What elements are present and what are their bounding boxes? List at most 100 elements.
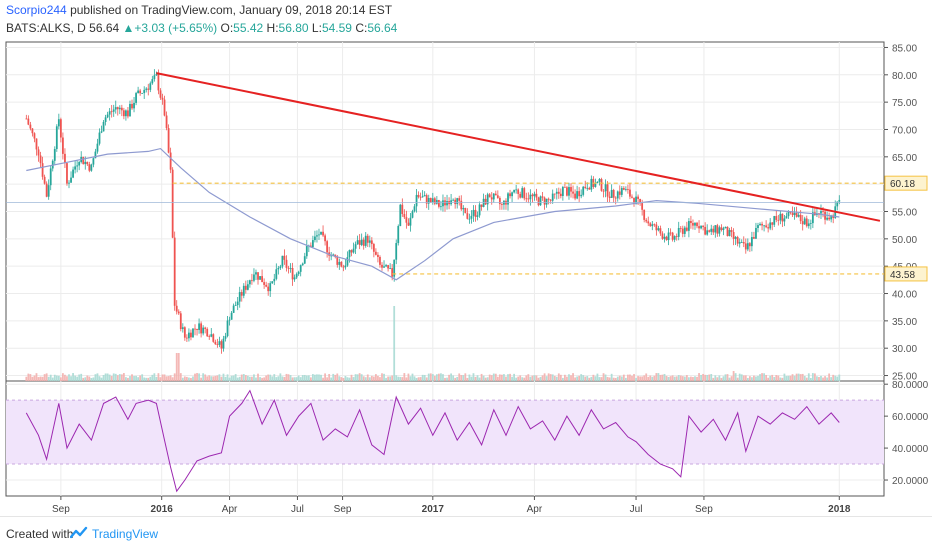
- volume-bar: [586, 376, 589, 381]
- volume-bar: [690, 376, 692, 381]
- candle-body: [88, 164, 91, 171]
- volume-bar: [127, 377, 129, 381]
- candle-body: [133, 102, 135, 109]
- author-link[interactable]: Scorpio244: [6, 3, 67, 17]
- volume-bar: [816, 376, 818, 381]
- candle-body: [196, 328, 198, 330]
- candle-body: [716, 225, 719, 234]
- candle-body: [610, 189, 613, 198]
- up-arrow-icon: ▲: [122, 21, 135, 35]
- candle-body: [720, 227, 723, 230]
- volume-bar: [194, 373, 196, 381]
- volume-bar: [391, 375, 394, 381]
- candle-body: [525, 198, 528, 200]
- candle-body: [165, 115, 168, 129]
- candle-body: [348, 250, 351, 258]
- candle-body: [303, 256, 306, 264]
- volume-bar: [116, 375, 119, 381]
- volume-bar: [324, 373, 326, 381]
- volume-bar: [41, 376, 44, 381]
- close-label: C:: [355, 21, 368, 35]
- volume-bar: [295, 377, 298, 381]
- volume-bar: [529, 376, 532, 381]
- candle-body: [293, 277, 296, 280]
- candle-body: [338, 261, 341, 265]
- candle-body: [299, 265, 302, 272]
- volume-bar: [561, 377, 564, 381]
- volume-bar: [783, 373, 786, 381]
- volume-bar: [704, 374, 707, 381]
- volume-bar: [409, 376, 412, 381]
- volume-bar: [104, 373, 107, 381]
- level-tag: [884, 266, 928, 282]
- candle-body: [799, 214, 802, 222]
- tradingview-logo-icon: [70, 526, 88, 539]
- volume-bar: [122, 373, 125, 381]
- candle-body: [33, 133, 36, 139]
- volume-bar: [411, 373, 414, 381]
- high-value: 56.80: [278, 21, 309, 35]
- candle-body: [773, 216, 776, 225]
- candle-body: [155, 74, 158, 76]
- candle-body: [66, 163, 68, 184]
- tradingview-brand-link[interactable]: TradingView: [92, 527, 159, 541]
- candle-body: [535, 193, 538, 198]
- open-label: O:: [220, 21, 234, 35]
- volume-bar: [399, 376, 402, 381]
- candle-body: [364, 235, 367, 246]
- volume-bar: [505, 376, 507, 381]
- candle-body: [326, 241, 329, 253]
- candle-body: [452, 199, 455, 201]
- volume-bar: [366, 374, 369, 381]
- volume-bar: [372, 376, 375, 381]
- candle-body: [576, 191, 579, 199]
- volume-bar: [161, 374, 164, 381]
- volume-bar: [533, 375, 536, 381]
- volume-bar: [507, 374, 509, 381]
- candle-body: [633, 197, 635, 205]
- volume-bar: [803, 375, 806, 381]
- price-chart[interactable]: 85.0080.0075.0070.0065.0060.0055.0050.00…: [0, 0, 932, 516]
- candle-body: [807, 223, 810, 227]
- candle-body: [574, 193, 576, 199]
- candle-body: [718, 227, 721, 234]
- candle-body: [476, 215, 479, 217]
- volume-bar: [438, 373, 440, 381]
- candle-body: [732, 232, 735, 239]
- candle-body: [295, 274, 298, 278]
- candle-body: [712, 228, 715, 233]
- candle-body: [277, 267, 280, 270]
- volume-bar: [574, 377, 576, 381]
- candle-body: [188, 332, 190, 339]
- candle-body: [734, 237, 737, 239]
- volume-bar: [332, 373, 335, 381]
- time-tick-label: 2016: [151, 504, 174, 515]
- rsi-tick-label: 60.0000: [892, 412, 929, 423]
- volume-bar: [214, 375, 217, 381]
- candle-body: [568, 187, 570, 196]
- volume-bar: [726, 374, 729, 381]
- candle-body: [405, 217, 408, 223]
- volume-bar: [614, 377, 617, 381]
- candle-body: [82, 156, 85, 165]
- candle-body: [141, 93, 144, 94]
- rsi-tick-label: 40.0000: [892, 444, 929, 455]
- candle-body: [555, 191, 558, 194]
- volume-bar: [761, 373, 763, 381]
- volume-bar: [639, 376, 642, 381]
- candle-body: [248, 280, 251, 285]
- candle-body: [748, 243, 751, 247]
- candle-body: [580, 194, 583, 197]
- volume-bar: [145, 377, 148, 381]
- volume-bar: [553, 375, 556, 381]
- candle-body: [765, 225, 768, 228]
- volume-bar: [513, 373, 516, 381]
- volume-bar: [47, 376, 50, 381]
- volume-bar: [746, 377, 749, 381]
- candle-body: [47, 185, 50, 197]
- volume-bar: [177, 353, 180, 381]
- volume-bar: [253, 374, 255, 381]
- rsi-tick-label: 80.0000: [892, 380, 929, 391]
- candle-body: [478, 204, 481, 216]
- volume-bar: [340, 377, 343, 381]
